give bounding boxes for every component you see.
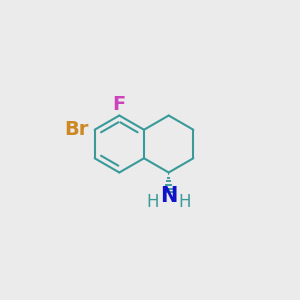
Text: F: F [113,94,126,114]
Text: H: H [178,193,190,211]
Text: H: H [147,193,159,211]
Text: N: N [160,186,177,206]
Text: Br: Br [64,120,89,139]
